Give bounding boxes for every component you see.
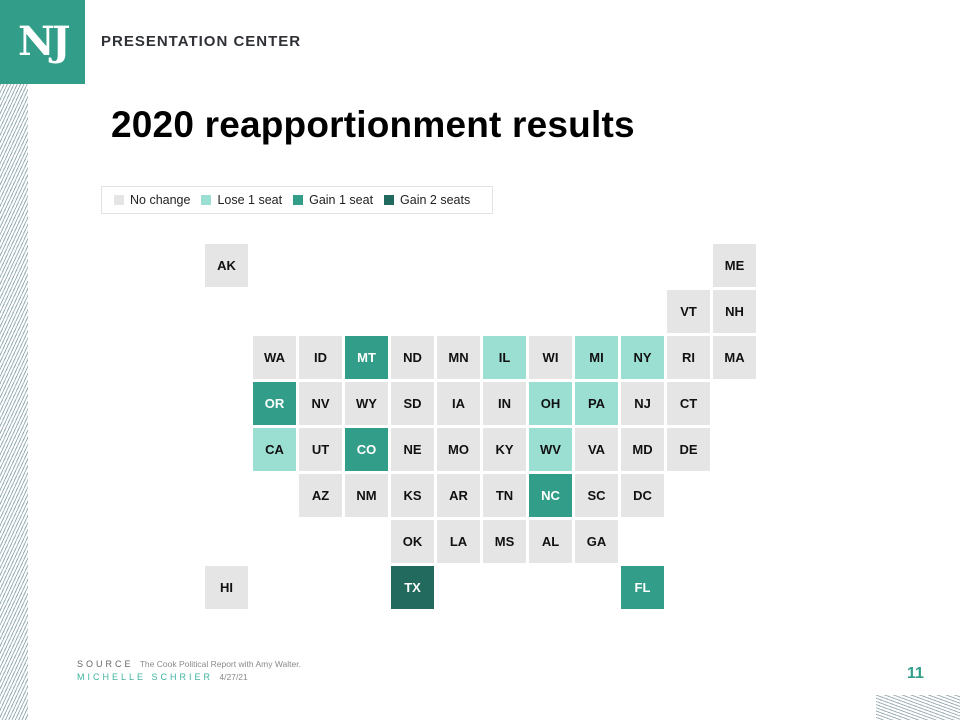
source-label: SOURCE [77, 659, 134, 669]
state-tile-ms: MS [483, 520, 526, 563]
state-tile-me: ME [713, 244, 756, 287]
state-tile-sd: SD [391, 382, 434, 425]
legend-item-lose-1: Lose 1 seat [201, 193, 282, 207]
state-tile-wa: WA [253, 336, 296, 379]
state-tile-ky: KY [483, 428, 526, 471]
legend-label: Gain 1 seat [309, 193, 374, 207]
state-tile-ga: GA [575, 520, 618, 563]
nj-logo: NJ [0, 0, 85, 84]
logo-text: NJ [18, 18, 70, 65]
state-tile-mn: MN [437, 336, 480, 379]
state-tile-in: IN [483, 382, 526, 425]
state-tile-ct: CT [667, 382, 710, 425]
state-tile-ok: OK [391, 520, 434, 563]
state-tile-co: CO [345, 428, 388, 471]
author-name: MICHELLE SCHRIER [77, 672, 214, 682]
state-tile-nv: NV [299, 382, 342, 425]
brand-name: PRESENTATION CENTER [101, 33, 302, 50]
state-tile-wy: WY [345, 382, 388, 425]
state-tile-ny: NY [621, 336, 664, 379]
state-tile-ks: KS [391, 474, 434, 517]
legend-swatch-icon [293, 195, 304, 205]
state-tile-ar: AR [437, 474, 480, 517]
page-number: 11 [907, 665, 924, 682]
state-tile-ma: MA [713, 336, 756, 379]
state-tile-or: OR [253, 382, 296, 425]
state-tile-pa: PA [575, 382, 618, 425]
source-line: SOURCE The Cook Political Report with Am… [77, 659, 301, 669]
state-tile-dc: DC [621, 474, 664, 517]
legend-swatch-icon [201, 195, 212, 205]
state-tile-wi: WI [529, 336, 572, 379]
state-tile-ne: NE [391, 428, 434, 471]
state-tile-mi: MI [575, 336, 618, 379]
state-tile-ut: UT [299, 428, 342, 471]
legend-label: No change [130, 193, 191, 207]
decorative-hatch-bottom-right [876, 695, 960, 720]
author-line: MICHELLE SCHRIER 4/27/21 [77, 672, 248, 682]
legend-label: Gain 2 seats [400, 193, 471, 207]
state-tile-nh: NH [713, 290, 756, 333]
date: 4/27/21 [219, 672, 248, 682]
state-tile-oh: OH [529, 382, 572, 425]
state-tile-nc: NC [529, 474, 572, 517]
state-tile-nm: NM [345, 474, 388, 517]
state-tile-mt: MT [345, 336, 388, 379]
state-tile-wv: WV [529, 428, 572, 471]
state-tile-va: VA [575, 428, 618, 471]
state-tile-tx: TX [391, 566, 434, 609]
state-tile-vt: VT [667, 290, 710, 333]
state-tile-hi: HI [205, 566, 248, 609]
state-tile-de: DE [667, 428, 710, 471]
state-tile-ri: RI [667, 336, 710, 379]
state-tile-mo: MO [437, 428, 480, 471]
legend-label: Lose 1 seat [217, 193, 283, 207]
decorative-hatch-left [0, 84, 28, 720]
state-tile-ia: IA [437, 382, 480, 425]
legend-item-gain-1: Gain 1 seat [293, 193, 373, 207]
state-tile-az: AZ [299, 474, 342, 517]
legend-swatch-icon [114, 195, 124, 205]
state-tile-la: LA [437, 520, 480, 563]
slide-title: 2020 reapportionment results [111, 104, 635, 145]
legend-swatch-icon [384, 195, 395, 205]
state-tile-fl: FL [621, 566, 664, 609]
chart-legend: No change Lose 1 seat Gain 1 seat Gain 2… [101, 186, 493, 214]
state-tile-ca: CA [253, 428, 296, 471]
state-tile-il: IL [483, 336, 526, 379]
state-tile-al: AL [529, 520, 572, 563]
state-tile-nd: ND [391, 336, 434, 379]
state-tile-nj: NJ [621, 382, 664, 425]
state-tile-tn: TN [483, 474, 526, 517]
legend-item-no-change: No change [114, 193, 190, 207]
source-text: The Cook Political Report with Amy Walte… [139, 659, 301, 669]
state-tile-md: MD [621, 428, 664, 471]
state-tile-sc: SC [575, 474, 618, 517]
state-tile-ak: AK [205, 244, 248, 287]
state-tile-id: ID [299, 336, 342, 379]
legend-item-gain-2: Gain 2 seats [384, 193, 470, 207]
